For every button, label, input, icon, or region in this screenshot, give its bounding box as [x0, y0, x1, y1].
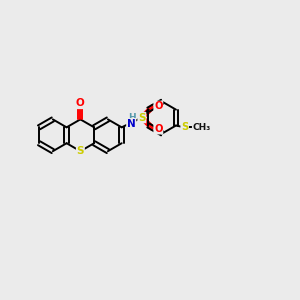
- Text: N: N: [127, 119, 136, 129]
- Text: CH₃: CH₃: [193, 123, 211, 132]
- Text: S: S: [181, 122, 188, 132]
- Text: O: O: [154, 124, 163, 134]
- Text: O: O: [154, 101, 163, 111]
- Text: H: H: [128, 113, 135, 122]
- Text: S: S: [138, 112, 146, 123]
- Text: S: S: [76, 146, 84, 156]
- Text: O: O: [76, 98, 85, 108]
